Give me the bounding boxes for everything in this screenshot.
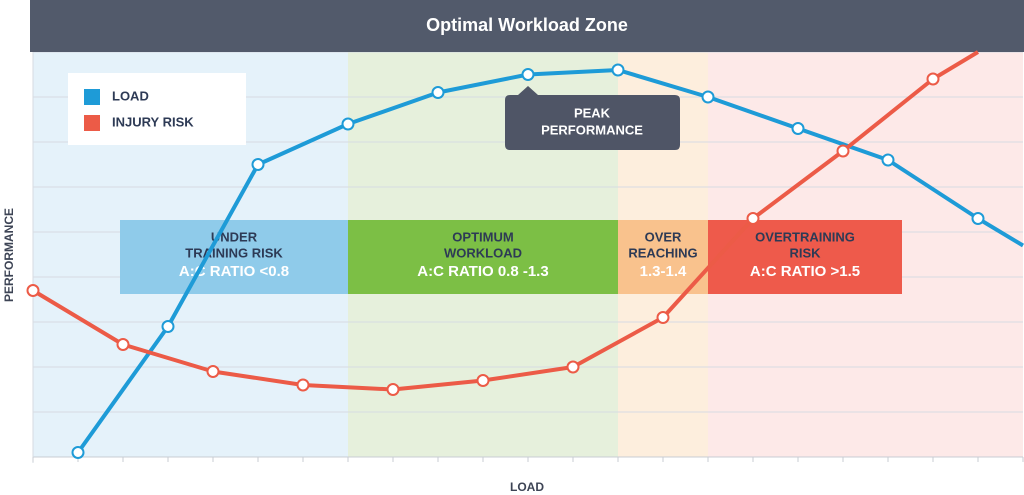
legend-swatch: [84, 115, 100, 131]
title-bar: [30, 0, 1024, 52]
zone-label: OPTIMUM: [452, 229, 513, 244]
zone-label: REACHING: [628, 245, 697, 260]
data-point: [836, 144, 850, 158]
zone-ratio: A:C RATIO <0.8: [179, 263, 289, 280]
data-point: [791, 122, 805, 135]
data-point: [26, 284, 40, 297]
data-point: [971, 212, 985, 225]
zone-ratio: A:C RATIO 0.8 -1.3: [417, 263, 548, 280]
data-point: [746, 212, 760, 225]
zone-box: [348, 220, 618, 294]
data-point: [926, 72, 940, 86]
legend-box: [68, 73, 246, 145]
data-point: [116, 338, 130, 351]
chart-title: Optimal Workload Zone: [426, 15, 628, 35]
data-point: [656, 311, 670, 324]
series-line: [31, 50, 980, 392]
zone-label: TRAINING RISK: [185, 245, 283, 260]
annotation-text: PERFORMANCE: [541, 122, 643, 137]
zone-label: OVERTRAINING: [755, 229, 855, 244]
annotation-box: [505, 86, 680, 150]
legend-label: LOAD: [112, 88, 149, 103]
data-point: [251, 158, 265, 171]
data-point: [521, 68, 535, 81]
zone-ratio: A:C RATIO >1.5: [750, 263, 860, 280]
data-point: [161, 320, 175, 333]
data-point: [431, 86, 445, 99]
series-line: [76, 68, 1024, 454]
data-point: [611, 63, 625, 77]
data-point: [296, 378, 310, 392]
data-point: [206, 365, 220, 378]
zone-label: WORKLOAD: [444, 245, 522, 260]
y-axis-label: PERFORMANCE: [2, 208, 16, 302]
zone-label: UNDER: [211, 229, 258, 244]
data-point: [566, 360, 580, 374]
zone-box: [120, 220, 348, 294]
zone-label: RISK: [789, 245, 821, 260]
data-point: [476, 374, 490, 387]
zone-ratio: 1.3-1.4: [640, 263, 687, 280]
zone-label: OVER: [645, 229, 682, 244]
legend-swatch: [84, 89, 100, 105]
data-point: [341, 117, 355, 131]
x-axis-label: LOAD: [510, 480, 544, 494]
data-point: [71, 446, 85, 459]
data-point: [701, 90, 715, 104]
annotation-text: PEAK: [574, 105, 611, 120]
data-point: [881, 153, 895, 167]
legend-label: INJURY RISK: [112, 114, 194, 129]
data-point: [386, 383, 400, 396]
